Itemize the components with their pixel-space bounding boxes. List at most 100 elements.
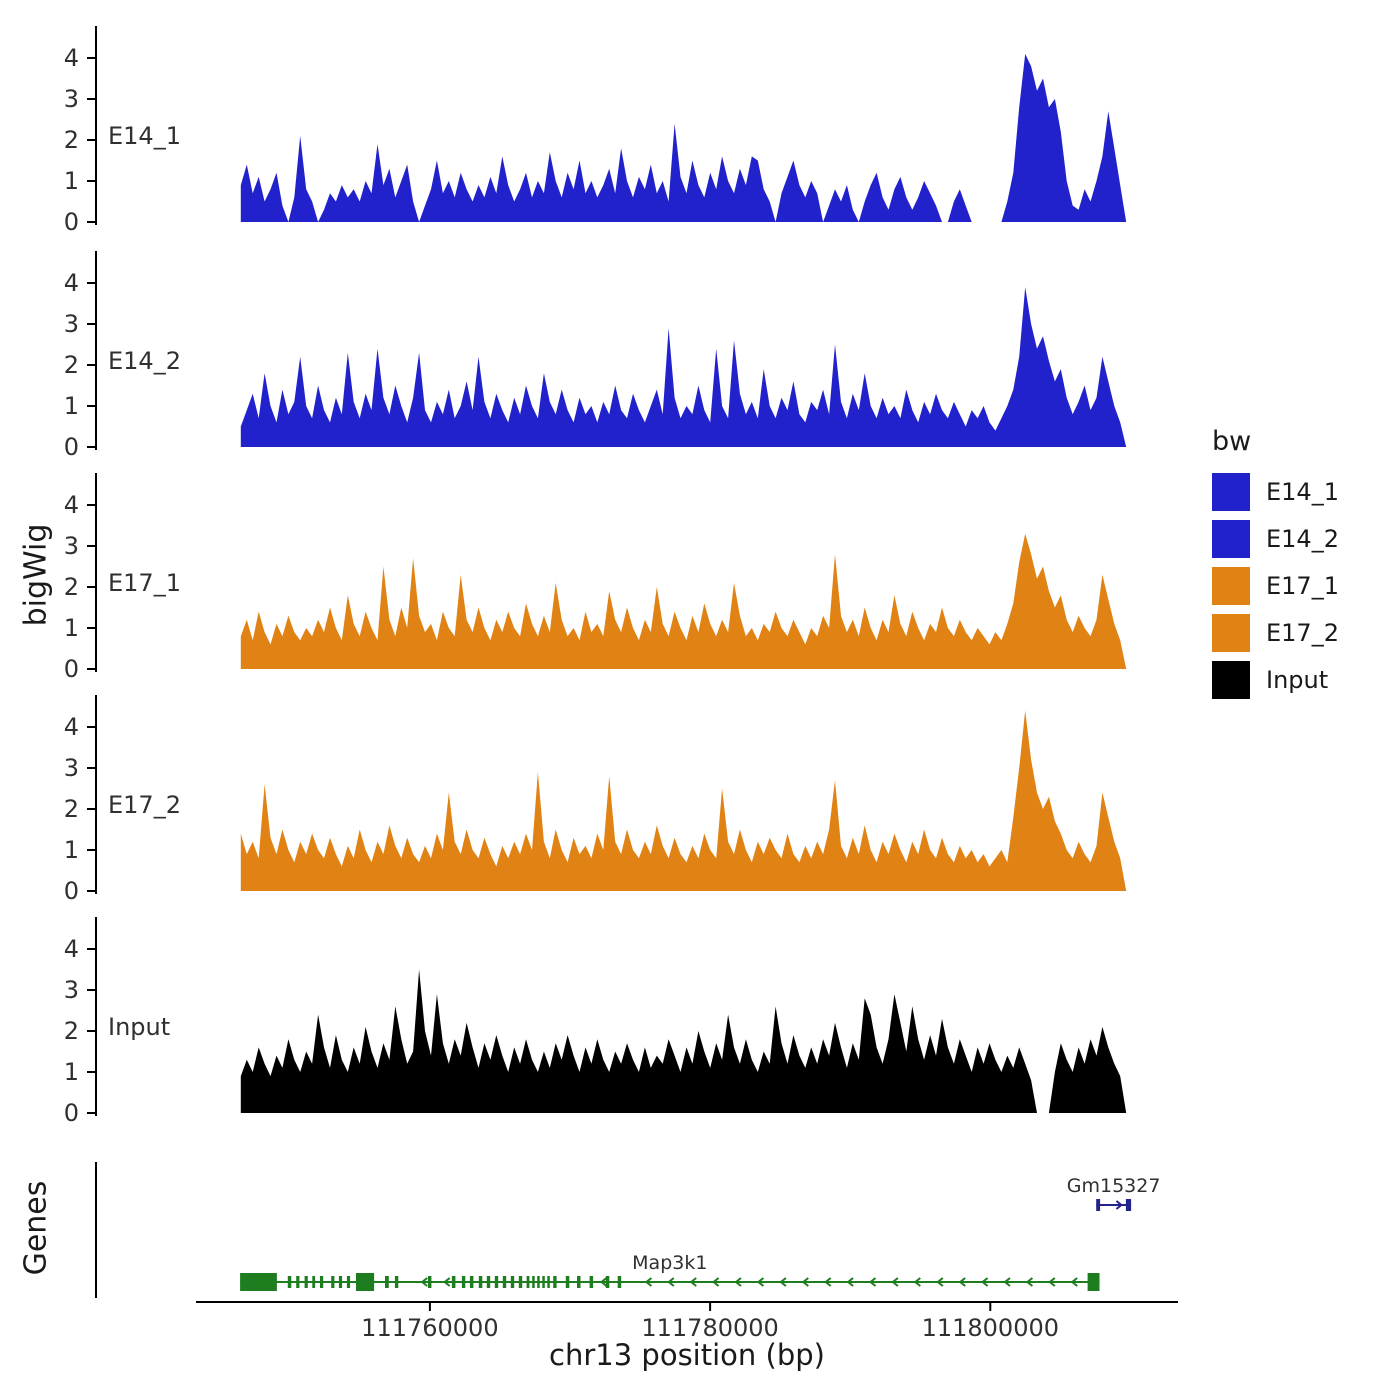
exon (287, 1276, 292, 1288)
track-E17_1: 0 1 2 3 4 E17_1 (64, 473, 1127, 683)
exon (518, 1276, 523, 1288)
exon (461, 1276, 466, 1288)
strand-arrow-icon (958, 1277, 966, 1287)
y-tick-label: 0 (64, 1099, 79, 1127)
exon (394, 1276, 399, 1288)
exon (428, 1276, 432, 1288)
y-tick-label: 1 (64, 1058, 79, 1086)
x-tick-label: 111760000 (361, 1314, 498, 1342)
strand-arrow-icon (779, 1277, 787, 1287)
signal-area-E17_2 (240, 710, 1127, 891)
exon (577, 1276, 581, 1288)
exon (605, 1276, 610, 1288)
legend-swatch (1212, 567, 1250, 605)
exon (537, 1276, 540, 1288)
exon (296, 1276, 300, 1288)
strand-arrow-icon (1003, 1277, 1011, 1287)
track-E17_2: 0 1 2 3 4 E17_2 (64, 695, 1127, 905)
exon (356, 1273, 375, 1291)
legend: bw E14_1 E14_2 E17_1 E17_2 Input (1212, 426, 1339, 708)
legend-swatch (1212, 473, 1250, 511)
strand-arrow-icon (913, 1277, 921, 1287)
legend-entry-label: E17_2 (1266, 619, 1339, 647)
strand-arrow-icon (711, 1277, 720, 1287)
strand-arrow-icon (891, 1277, 899, 1287)
x-tick-label: 111800000 (922, 1314, 1059, 1342)
legend-swatch (1212, 661, 1250, 699)
strand-arrow-icon (1070, 1277, 1078, 1287)
exon (486, 1276, 491, 1288)
track-label: E14_2 (108, 347, 181, 375)
y-tick-label: 4 (64, 491, 79, 519)
exon (469, 1276, 474, 1288)
y-tick-label: 1 (64, 392, 79, 420)
track-E14_2: 0 1 2 3 4 E14_2 (64, 251, 1127, 461)
legend-entry: Input (1212, 661, 1339, 699)
exon (547, 1276, 550, 1288)
strand-arrow-icon (868, 1277, 877, 1287)
gene-label: Gm15327 (1067, 1175, 1161, 1197)
y-tick-label: 0 (64, 655, 79, 683)
track-label: E17_2 (108, 791, 181, 819)
y-tick-label: 4 (64, 44, 79, 72)
y-tick-label: 0 (64, 433, 79, 461)
exon (542, 1276, 545, 1288)
exon (478, 1276, 483, 1288)
y-tick-label: 2 (64, 573, 79, 601)
exon (331, 1276, 335, 1288)
legend-entry-label: E14_1 (1266, 478, 1339, 506)
y-tick-label: 2 (64, 1017, 79, 1045)
exon (346, 1276, 351, 1288)
signal-area-Input (240, 969, 1127, 1113)
exon (526, 1276, 530, 1288)
x-axis-title: chr13 position (bp) (549, 1338, 825, 1372)
legend-swatch (1212, 520, 1250, 558)
track-label: Input (108, 1013, 170, 1041)
gene-Gm15327: Gm15327 (1067, 1175, 1161, 1211)
strand-arrow-icon (980, 1277, 989, 1287)
strand-arrow-icon (689, 1277, 697, 1287)
signal-area-E14_1 (240, 53, 1127, 223)
y-tick-label: 1 (64, 614, 79, 642)
x-tick-label: 111780000 (641, 1314, 778, 1342)
y-tick-label: 3 (64, 754, 79, 782)
signal-area-E17_1 (240, 533, 1127, 669)
y-axis-title: bigWig (18, 523, 54, 627)
track-label: E17_1 (108, 569, 181, 597)
exon (338, 1276, 343, 1288)
y-tick-label: 3 (64, 310, 79, 338)
exon (494, 1276, 499, 1288)
legend-entry-label: E14_2 (1266, 525, 1339, 553)
legend-swatch (1212, 614, 1250, 652)
y-tick-label: 4 (64, 269, 79, 297)
signal-area-E14_2 (240, 287, 1127, 447)
strand-arrow-icon (1115, 1200, 1124, 1210)
genes-axis-title: Genes (18, 1180, 54, 1276)
y-tick-label: 1 (64, 836, 79, 864)
exon (532, 1276, 535, 1288)
y-tick-label: 4 (64, 713, 79, 741)
gene-label: Map3k1 (632, 1252, 707, 1274)
y-tick-label: 0 (64, 877, 79, 905)
exon (617, 1276, 622, 1288)
strand-arrow-icon (756, 1277, 765, 1287)
strand-arrow-icon (824, 1277, 832, 1287)
legend-entry: E17_1 (1212, 567, 1339, 605)
exon (451, 1276, 456, 1288)
strand-arrow-icon (644, 1277, 653, 1287)
track-E14_1: 0 1 2 3 4 E14_1 (64, 26, 1127, 236)
exon (565, 1276, 570, 1288)
exon (312, 1276, 316, 1288)
exon (240, 1273, 277, 1291)
strand-arrow-icon (1025, 1277, 1034, 1287)
strand-arrow-icon (801, 1277, 809, 1287)
exon (320, 1276, 324, 1288)
strand-arrow-icon (734, 1277, 742, 1287)
strand-arrow-icon (420, 1277, 428, 1287)
exon (385, 1276, 389, 1288)
strand-arrow-icon (443, 1277, 451, 1287)
y-tick-label: 2 (64, 351, 79, 379)
strand-arrow-icon (936, 1277, 944, 1287)
legend-entry-label: Input (1266, 666, 1329, 694)
